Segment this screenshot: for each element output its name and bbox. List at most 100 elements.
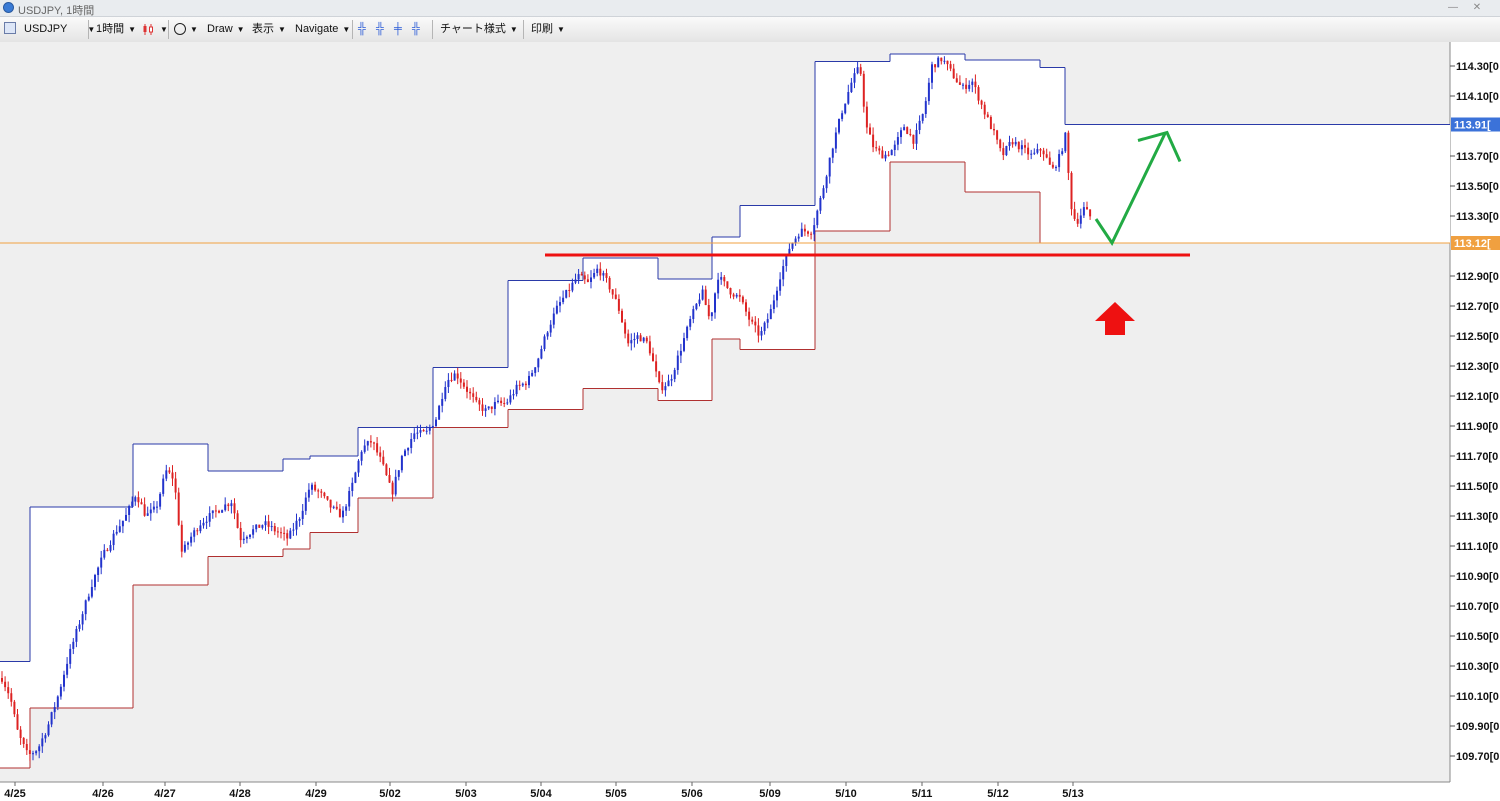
- bear-candle: [171, 472, 174, 479]
- bull-candle: [543, 336, 546, 350]
- bear-candle: [490, 406, 493, 409]
- daily-range-box: [890, 54, 965, 162]
- bear-candle: [599, 268, 602, 276]
- minimize-icon[interactable]: —: [1448, 2, 1458, 13]
- bear-candle: [912, 134, 915, 144]
- navigate-menu[interactable]: Navigate ▼: [295, 23, 351, 35]
- timeframe-select[interactable]: 1時間 ▼: [96, 23, 137, 35]
- bull-candle: [311, 484, 313, 490]
- bull-candle: [528, 375, 530, 386]
- bull-candle: [419, 430, 422, 433]
- bull-candle: [94, 575, 96, 587]
- bull-candle: [242, 538, 245, 541]
- crosshair-up-icon[interactable]: ╬: [376, 23, 384, 35]
- bear-candle: [611, 289, 614, 295]
- bear-candle: [974, 81, 977, 88]
- bull-candle: [183, 544, 186, 552]
- crosshair-clear-icon[interactable]: ╬: [412, 23, 420, 35]
- bull-candle: [202, 522, 205, 526]
- bear-candle: [989, 116, 992, 129]
- chart-style-menu[interactable]: チャート様式 ▼: [440, 23, 518, 35]
- bull-candle: [642, 337, 645, 342]
- chart-type-select[interactable]: ▼: [142, 21, 168, 38]
- bear-candle: [958, 82, 961, 85]
- bear-candle: [586, 279, 589, 282]
- bull-candle: [776, 290, 778, 301]
- bull-candle: [689, 319, 692, 327]
- bull-candle: [252, 529, 255, 535]
- bull-candle: [1036, 149, 1039, 153]
- bear-candle: [803, 228, 806, 232]
- bear-candle: [729, 288, 732, 295]
- shape-tool-select[interactable]: ▼: [174, 21, 198, 38]
- bull-candle: [431, 425, 434, 428]
- price-chart[interactable]: 113.91[113.12[ 114.30[0 114.10[0 113.70[0 1…: [0, 42, 1500, 801]
- bear-candle: [180, 524, 183, 552]
- crosshair-icon[interactable]: ╬: [358, 23, 366, 35]
- bull-candle: [673, 369, 676, 380]
- bull-candle: [208, 513, 211, 522]
- bull-candle: [441, 398, 444, 406]
- time-tick-label: 5/12: [987, 788, 1008, 800]
- bull-candle: [577, 274, 580, 280]
- bear-candle: [1, 678, 3, 682]
- draw-menu[interactable]: Draw ▼: [207, 23, 245, 35]
- bull-candle: [292, 529, 295, 531]
- bear-candle: [329, 499, 332, 508]
- bull-candle: [921, 114, 924, 121]
- bull-candle: [348, 490, 351, 507]
- projection-path[interactable]: [1094, 132, 1167, 247]
- bull-candle: [896, 137, 899, 145]
- crosshair-down-icon[interactable]: ╪: [394, 23, 402, 35]
- toolbar-separator: [432, 20, 433, 39]
- time-tick-label: 5/04: [530, 788, 552, 800]
- bear-candle: [757, 325, 760, 336]
- bear-candle: [450, 379, 453, 381]
- symbol-select[interactable]: USDJPY ▼: [24, 23, 96, 35]
- bear-candle: [658, 371, 661, 383]
- bear-candle: [503, 403, 506, 405]
- bull-candle: [670, 379, 673, 381]
- bull-candle: [211, 510, 214, 514]
- bull-candle: [115, 531, 118, 534]
- bear-candle: [875, 147, 878, 149]
- time-tick-label: 5/03: [455, 788, 476, 800]
- price-tick-label: 111.70[0: [1456, 451, 1498, 463]
- bear-candle: [983, 104, 986, 115]
- price-tick-label: 114.30[0: [1456, 61, 1499, 73]
- bear-candle: [7, 687, 10, 694]
- bull-candle: [289, 530, 292, 539]
- bear-candle: [859, 67, 862, 74]
- bear-candle: [738, 294, 741, 297]
- draw-label: Draw: [207, 23, 233, 35]
- bear-candle: [1073, 209, 1076, 219]
- bull-candle: [162, 478, 165, 494]
- window-title: USDJPY, 1時間: [18, 5, 95, 17]
- bear-candle: [952, 68, 955, 79]
- price-tick-label: 110.90[0: [1456, 571, 1499, 583]
- bear-candle: [648, 341, 651, 354]
- bear-candle: [741, 296, 744, 303]
- bear-candle: [655, 361, 658, 372]
- bull-candle: [565, 289, 568, 298]
- bull-candle: [850, 82, 853, 93]
- bear-candle: [909, 133, 912, 135]
- bear-candle: [376, 443, 379, 453]
- bear-candle: [459, 378, 462, 383]
- view-menu[interactable]: 表示 ▼: [252, 23, 286, 35]
- bull-candle: [1014, 141, 1017, 145]
- chart-toolbar: USDJPY ▼ 1時間 ▼ ▼ ▼ Draw ▼ 表示 ▼ Navigate ▼ ╬ ╬…: [0, 17, 1500, 43]
- print-menu[interactable]: 印刷 ▼: [531, 23, 565, 35]
- bull-candle: [813, 225, 816, 235]
- bear-candle: [1070, 172, 1073, 210]
- bear-candle: [627, 333, 630, 344]
- bear-candle: [1017, 141, 1020, 150]
- bull-candle: [295, 520, 298, 530]
- bull-candle: [363, 445, 366, 452]
- time-tick-label: 5/10: [835, 788, 856, 800]
- bull-candle: [763, 322, 766, 332]
- bull-candle: [717, 279, 720, 294]
- close-icon[interactable]: ✕: [1472, 2, 1482, 13]
- bull-candle: [515, 384, 518, 395]
- high-box-price-badge: [1451, 117, 1500, 132]
